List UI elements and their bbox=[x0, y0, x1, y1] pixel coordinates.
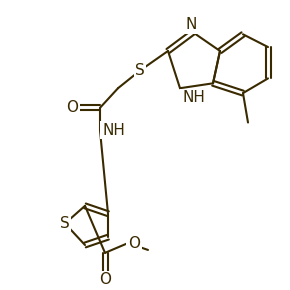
Text: NH: NH bbox=[182, 90, 205, 105]
Text: S: S bbox=[60, 216, 70, 231]
Text: S: S bbox=[135, 63, 145, 78]
Text: O: O bbox=[128, 235, 140, 251]
Text: NH: NH bbox=[102, 123, 125, 138]
Text: O: O bbox=[66, 100, 78, 115]
Text: O: O bbox=[99, 273, 111, 287]
Text: N: N bbox=[185, 17, 197, 32]
